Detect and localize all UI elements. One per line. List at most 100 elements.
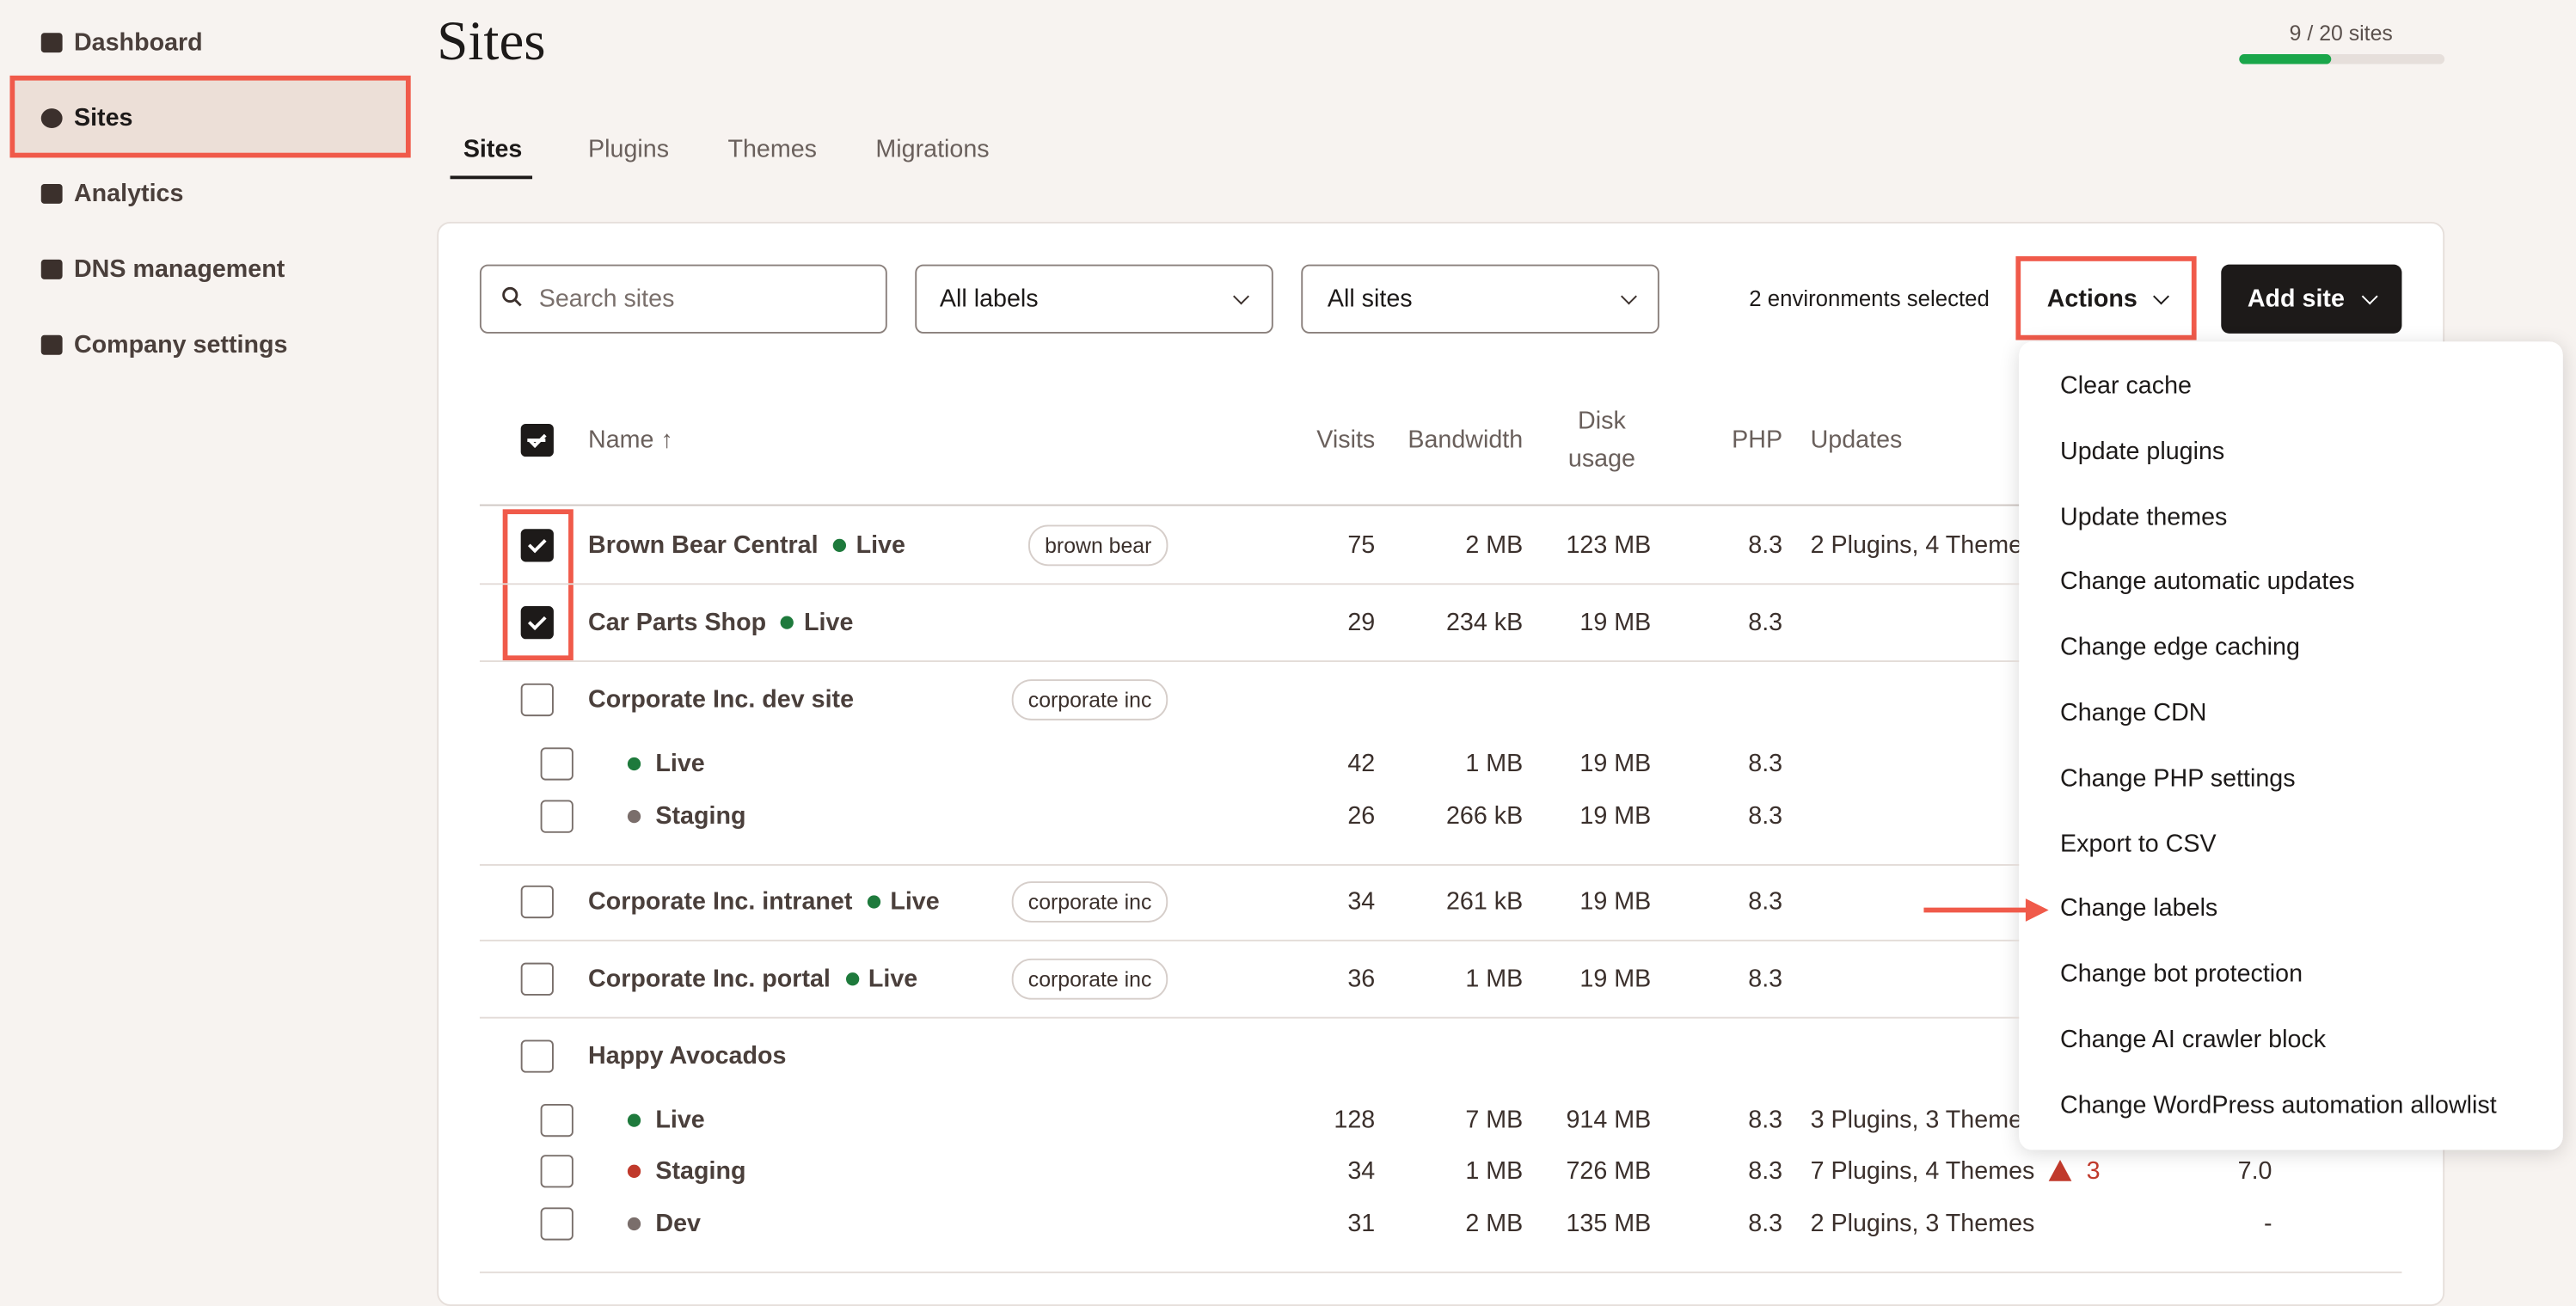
visits: 36 xyxy=(1347,964,1376,993)
version: - xyxy=(2263,1209,2272,1237)
php-version: 8.3 xyxy=(1748,964,1783,993)
nav-icon xyxy=(40,33,63,53)
header-divider xyxy=(479,504,2402,506)
php-version: 8.3 xyxy=(1748,1157,1783,1186)
site-label: brown bear xyxy=(1028,524,1168,567)
site-name: Corporate Inc. intranet xyxy=(588,886,853,916)
pointer-arrow xyxy=(1923,898,2049,922)
updates: 3 Plugins, 3 Themes xyxy=(1810,1105,2035,1134)
php-version: 8.3 xyxy=(1748,750,1783,778)
disk-usage: 726 MB xyxy=(1566,1157,1652,1186)
row-checkbox[interactable] xyxy=(540,1155,573,1188)
disk-usage: 19 MB xyxy=(1579,608,1652,637)
screen: Dashboard Sites Analytics DNS management Com… xyxy=(0,0,2576,1278)
nav-item: Analytics xyxy=(73,180,184,208)
search-box[interactable] xyxy=(479,264,887,334)
row-checkbox[interactable] xyxy=(540,1103,573,1137)
tab-underline xyxy=(450,175,533,180)
search-placeholder: Search sites xyxy=(538,285,675,313)
row-divider xyxy=(479,1015,2402,1018)
status: Live xyxy=(804,608,854,637)
disk-usage: 19 MB xyxy=(1579,801,1652,830)
warning-count: 3 xyxy=(2086,1157,2101,1186)
col-header: Disk usage xyxy=(1567,407,1635,474)
visits: 34 xyxy=(1347,886,1376,916)
col-header: Updates xyxy=(1810,426,1903,455)
usage-text: 9 / 20 sites xyxy=(2289,20,2393,46)
row-checkbox[interactable] xyxy=(520,529,554,562)
nav-item: Dashboard xyxy=(73,28,203,57)
menu-item[interactable]: Change WordPress automation allowlist xyxy=(2060,1091,2497,1119)
site-name: Car Parts Shop xyxy=(588,608,767,637)
row-checkbox[interactable] xyxy=(520,606,554,640)
site-name: Brown Bear Central xyxy=(588,531,819,560)
status: Live xyxy=(856,531,905,560)
updates: 7 Plugins, 4 Themes xyxy=(1810,1157,2035,1186)
menu-item[interactable]: Change labels xyxy=(2060,895,2218,923)
nav-item: Sites xyxy=(73,104,133,132)
row-divider xyxy=(479,1270,2402,1272)
status-dot xyxy=(627,1216,641,1230)
row-divider xyxy=(479,660,2402,663)
php-version: 8.3 xyxy=(1748,886,1783,916)
menu-item[interactable]: Change edge caching xyxy=(2060,633,2300,662)
select-all-checkbox[interactable] xyxy=(520,423,554,457)
row-divider xyxy=(479,938,2402,941)
updates: 2 Plugins, 4 Themes xyxy=(1810,531,2035,560)
environment-name: Live xyxy=(655,1105,705,1134)
selection-count: 2 environments selected xyxy=(1749,285,1990,311)
bandwidth: 234 kB xyxy=(1445,608,1524,637)
row-checkbox[interactable] xyxy=(540,1206,573,1240)
visits: 42 xyxy=(1347,750,1376,778)
menu-item[interactable]: Update plugins xyxy=(2060,437,2225,466)
bandwidth: 1 MB xyxy=(1465,1157,1524,1186)
menu-item[interactable]: Change bot protection xyxy=(2060,960,2303,989)
actions-button[interactable] xyxy=(2015,256,2197,340)
menu-item[interactable]: Change automatic updates xyxy=(2060,567,2355,597)
site-label: corporate inc xyxy=(1011,679,1168,720)
status-dot xyxy=(627,757,641,771)
menu-item[interactable]: Clear cache xyxy=(2060,371,2192,401)
menu-item[interactable]: Export to CSV xyxy=(2060,830,2217,858)
menu-item[interactable]: Change PHP settings xyxy=(2060,764,2296,793)
bandwidth: 266 kB xyxy=(1445,801,1524,830)
bandwidth: 261 kB xyxy=(1445,886,1524,916)
label-filter-text: All labels xyxy=(939,285,1039,313)
version: 7.0 xyxy=(2237,1157,2272,1186)
bandwidth: 1 MB xyxy=(1465,750,1524,778)
menu-item[interactable]: Change AI crawler block xyxy=(2060,1026,2327,1054)
environment-name: Live xyxy=(655,750,705,778)
row-checkbox[interactable] xyxy=(520,683,554,717)
selection-highlight xyxy=(502,509,573,661)
disk-usage: 914 MB xyxy=(1566,1105,1652,1134)
page-title: Sites xyxy=(437,11,546,73)
site-name: Corporate Inc. portal xyxy=(588,964,831,993)
row-divider xyxy=(479,583,2402,586)
actions-label: Actions xyxy=(2046,285,2137,313)
usage-fill xyxy=(2239,54,2332,64)
nav-icon xyxy=(40,334,63,355)
row-checkbox[interactable] xyxy=(520,1039,554,1072)
col-header: Visits xyxy=(1316,426,1376,455)
visits: 34 xyxy=(1347,1157,1376,1186)
warning-icon xyxy=(2048,1159,2072,1181)
search-icon xyxy=(502,286,522,307)
site-label: corporate inc xyxy=(1011,957,1168,999)
site-filter-text: All sites xyxy=(1327,285,1413,313)
php-version: 8.3 xyxy=(1748,531,1783,560)
row-checkbox[interactable] xyxy=(540,747,573,781)
tab: Migrations xyxy=(875,135,990,164)
add-site-button[interactable] xyxy=(2221,264,2402,334)
nav-icon xyxy=(40,259,63,279)
disk-usage: 19 MB xyxy=(1579,964,1652,993)
site-filter[interactable] xyxy=(1301,264,1659,334)
label-filter[interactable] xyxy=(915,264,1273,334)
row-checkbox[interactable] xyxy=(520,884,554,918)
menu-item[interactable]: Change CDN xyxy=(2060,699,2207,727)
visits: 26 xyxy=(1347,801,1376,830)
row-checkbox[interactable] xyxy=(520,961,554,995)
nav-icon xyxy=(40,108,63,129)
row-checkbox[interactable] xyxy=(540,799,573,832)
bandwidth: 7 MB xyxy=(1465,1105,1524,1134)
menu-item[interactable]: Update themes xyxy=(2060,502,2228,531)
